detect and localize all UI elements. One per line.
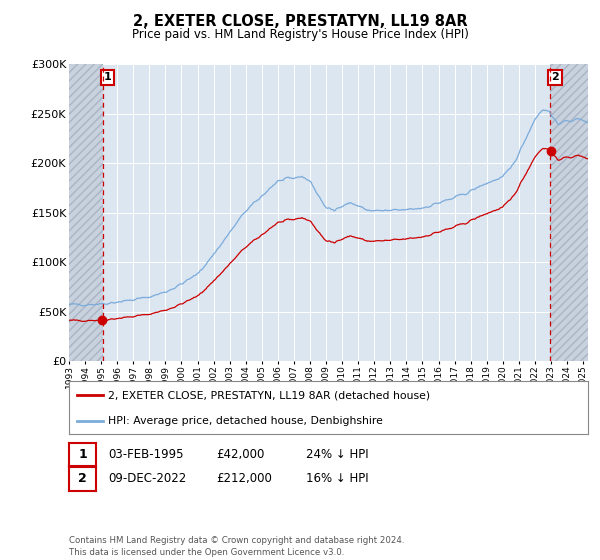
Text: 2, EXETER CLOSE, PRESTATYN, LL19 8AR: 2, EXETER CLOSE, PRESTATYN, LL19 8AR <box>133 14 467 29</box>
Text: 16% ↓ HPI: 16% ↓ HPI <box>306 472 368 486</box>
Text: 2: 2 <box>78 472 87 486</box>
Text: Contains HM Land Registry data © Crown copyright and database right 2024.
This d: Contains HM Land Registry data © Crown c… <box>69 536 404 557</box>
Bar <box>550 64 588 361</box>
Text: £212,000: £212,000 <box>216 472 272 486</box>
Text: 09-DEC-2022: 09-DEC-2022 <box>108 472 186 486</box>
Text: 1: 1 <box>104 72 111 82</box>
Text: 2, EXETER CLOSE, PRESTATYN, LL19 8AR (detached house): 2, EXETER CLOSE, PRESTATYN, LL19 8AR (de… <box>108 390 430 400</box>
Text: Price paid vs. HM Land Registry's House Price Index (HPI): Price paid vs. HM Land Registry's House … <box>131 28 469 41</box>
Text: £42,000: £42,000 <box>216 448 265 461</box>
Text: 1: 1 <box>78 448 87 461</box>
Text: 24% ↓ HPI: 24% ↓ HPI <box>306 448 368 461</box>
Text: HPI: Average price, detached house, Denbighshire: HPI: Average price, detached house, Denb… <box>108 416 383 426</box>
Text: 03-FEB-1995: 03-FEB-1995 <box>108 448 184 461</box>
Text: 2: 2 <box>551 72 559 82</box>
Bar <box>69 64 103 361</box>
